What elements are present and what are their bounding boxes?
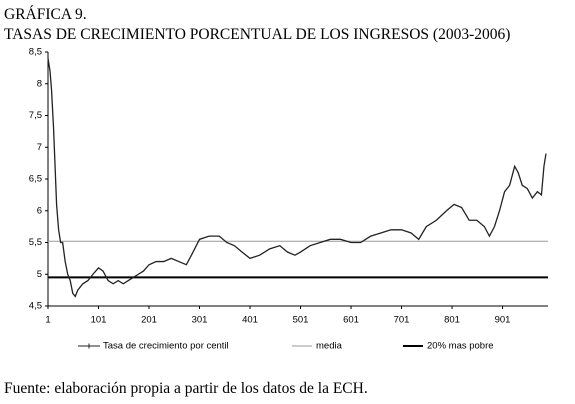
y-tick-label: 6 xyxy=(37,205,42,216)
chart-subtitle: TASAS DE CRECIMIENTO PORCENTUAL DE LOS I… xyxy=(4,26,510,43)
x-tick-label: 401 xyxy=(242,315,258,326)
x-tick-label: 701 xyxy=(394,315,410,326)
y-tick-label: 5 xyxy=(37,269,42,280)
y-tick-label: 8,5 xyxy=(29,47,42,58)
x-tick-label: 601 xyxy=(343,315,359,326)
x-tick-label: 801 xyxy=(444,315,460,326)
data-line xyxy=(47,58,547,298)
y-tick-label: 8 xyxy=(37,78,42,89)
y-tick-label: 7,5 xyxy=(29,110,42,121)
y-tick-label: 5,5 xyxy=(29,237,42,248)
x-tick-label: 901 xyxy=(495,315,511,326)
chart-title: GRÁFICA 9. xyxy=(4,6,87,23)
x-tick-label: 101 xyxy=(91,315,107,326)
x-tick-label: 501 xyxy=(293,315,309,326)
legend-label: Tasa de crecimiento por centil xyxy=(103,341,229,352)
x-tick-label: 201 xyxy=(141,315,157,326)
legend-label: media xyxy=(316,341,343,352)
y-tick-label: 6,5 xyxy=(29,174,42,185)
x-tick-label: 301 xyxy=(192,315,208,326)
y-tick-label: 4,5 xyxy=(29,301,42,312)
x-tick-label: 1 xyxy=(45,315,50,326)
legend-label: 20% mas pobre xyxy=(427,341,494,352)
y-tick-label: 7 xyxy=(37,142,42,153)
source-note: Fuente: elaboración propia a partir de l… xyxy=(4,380,368,397)
